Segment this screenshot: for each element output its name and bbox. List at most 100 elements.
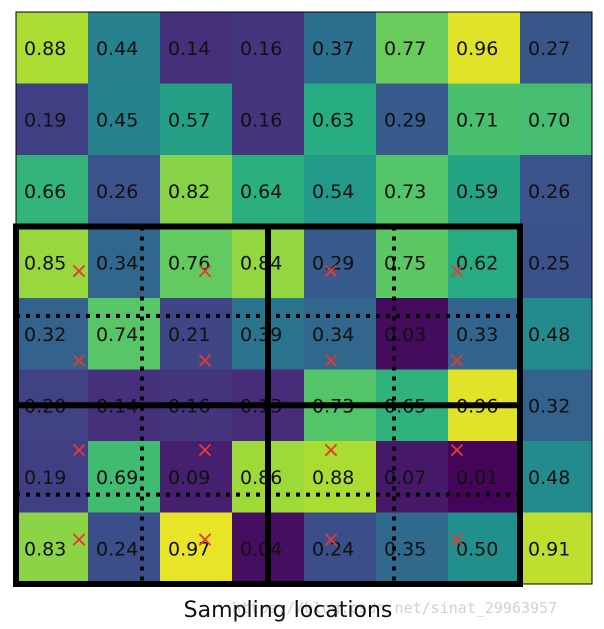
heatmap-cell: [304, 226, 377, 299]
cell-value-label: 0.76: [168, 252, 210, 274]
cell-value-label: 0.09: [168, 467, 210, 489]
heatmap-cell: [232, 83, 305, 156]
cell-value-label: 0.44: [96, 38, 138, 60]
cell-value-label: 0.97: [168, 538, 210, 560]
cell-value-label: 0.45: [96, 109, 138, 131]
cell-value-label: 0.69: [96, 467, 138, 489]
cell-value-label: 0.24: [96, 538, 138, 560]
cell-value-label: 0.03: [384, 324, 426, 346]
cell-value-label: 0.66: [24, 181, 66, 203]
heatmap-cell: [88, 83, 161, 156]
cell-value-label: 0.54: [312, 181, 354, 203]
heatmap-cell: [88, 298, 161, 370]
cell-value-label: 0.62: [456, 252, 498, 274]
cell-value-label: 0.75: [384, 252, 426, 274]
cell-value-label: 0.21: [168, 324, 210, 346]
heatmap-cell: [88, 12, 161, 84]
heatmap-cell: [448, 441, 521, 513]
heatmap-cell: [160, 83, 233, 156]
heatmap-cell: [520, 12, 593, 84]
cell-value-label: 0.33: [456, 324, 498, 346]
cell-value-label: 0.14: [168, 38, 210, 60]
cell-value-label: 0.70: [528, 109, 570, 131]
cell-value-label: 0.88: [24, 38, 66, 60]
cell-value-label: 0.77: [384, 38, 426, 60]
cell-value-label: 0.34: [96, 252, 138, 274]
cell-value-label: 0.01: [456, 467, 498, 489]
heatmap-cell: [88, 226, 161, 299]
cell-value-label: 0.19: [24, 467, 66, 489]
heatmap-cell: [88, 155, 161, 227]
heatmap-cell: [376, 83, 449, 156]
cell-value-label: 0.50: [456, 538, 498, 560]
cell-value-label: 0.84: [240, 252, 282, 274]
heatmap-cell: [520, 155, 593, 227]
heatmap-cell: [520, 512, 593, 585]
cell-value-label: 0.96: [456, 38, 498, 60]
heatmap-cell: [160, 298, 233, 370]
sampling-point-marker: ×: [448, 349, 466, 374]
cell-value-label: 0.32: [24, 324, 66, 346]
heatmap-cell: [448, 226, 521, 299]
heatmap-cell: [376, 226, 449, 299]
sampling-point-marker: ×: [196, 527, 214, 552]
cell-value-label: 0.19: [24, 109, 66, 131]
heatmap-cell: [304, 155, 377, 227]
sampling-point-marker: ×: [448, 259, 466, 284]
cell-value-label: 0.24: [312, 538, 354, 560]
heatmap-cell: [448, 12, 521, 84]
sampling-point-marker: ×: [196, 349, 214, 374]
cell-value-label: 0.91: [528, 538, 570, 560]
heatmap-cell: [520, 369, 593, 442]
cell-value-label: 0.83: [24, 538, 66, 560]
cell-value-label: 0.48: [528, 324, 570, 346]
watermark-text: https://blog.csdn.net/sinat_29963957: [232, 599, 558, 617]
heatmap-cell: [304, 83, 377, 156]
cell-value-label: 0.26: [96, 181, 138, 203]
heatmap-cell: [376, 512, 449, 585]
sampling-point-marker: ×: [322, 527, 340, 552]
cell-value-label: 0.74: [96, 324, 138, 346]
heatmap-cell: [16, 12, 89, 84]
cell-value-label: 0.07: [384, 467, 426, 489]
heatmap-cell: [16, 83, 89, 156]
heatmap-cell: [16, 512, 89, 585]
cell-value-label: 0.39: [240, 324, 282, 346]
cell-value-label: 0.34: [312, 324, 354, 346]
heatmap-cell: [448, 155, 521, 227]
heatmap-cell: [448, 83, 521, 156]
heatmap-cell: [376, 298, 449, 370]
cell-value-label: 0.59: [456, 181, 498, 203]
sampling-point-marker: ×: [448, 438, 466, 463]
sampling-point-marker: ×: [70, 527, 88, 552]
cell-value-label: 0.63: [312, 109, 354, 131]
heatmap-cell: [520, 441, 593, 513]
cell-value-label: 0.86: [240, 467, 282, 489]
cell-value-label: 0.82: [168, 181, 210, 203]
heatmap-cell: [232, 155, 305, 227]
sampling-point-marker: ×: [322, 438, 340, 463]
heatmap-cell: [520, 226, 593, 299]
cell-value-label: 0.37: [312, 38, 354, 60]
heatmap-cell: [16, 155, 89, 227]
sampling-point-marker: ×: [70, 259, 88, 284]
heatmap-cell: [376, 441, 449, 513]
cell-value-label: 0.32: [528, 395, 570, 417]
cell-value-label: 0.29: [384, 109, 426, 131]
heatmap-cell: [448, 298, 521, 370]
heatmap-cell: [232, 12, 305, 84]
heatmap-cell: [304, 441, 377, 513]
heatmap-cell: [160, 441, 233, 513]
heatmap-cell: [520, 83, 593, 156]
heatmap-cell: [160, 12, 233, 84]
cell-value-label: 0.57: [168, 109, 210, 131]
heatmap-cell: [160, 226, 233, 299]
cell-value-label: 0.88: [312, 467, 354, 489]
cell-value-label: 0.35: [384, 538, 426, 560]
heatmap-cell: [160, 512, 233, 585]
roi-align-heatmap: 0.88 0.44 0.14 0.16 0.37 0.77 0.96 0.27 0.19 0.45…: [13, 11, 593, 587]
heatmap-cell: [376, 155, 449, 227]
cell-value-label: 0.71: [456, 109, 498, 131]
cell-value-label: 0.73: [384, 181, 426, 203]
heatmap-cell: [88, 441, 161, 513]
